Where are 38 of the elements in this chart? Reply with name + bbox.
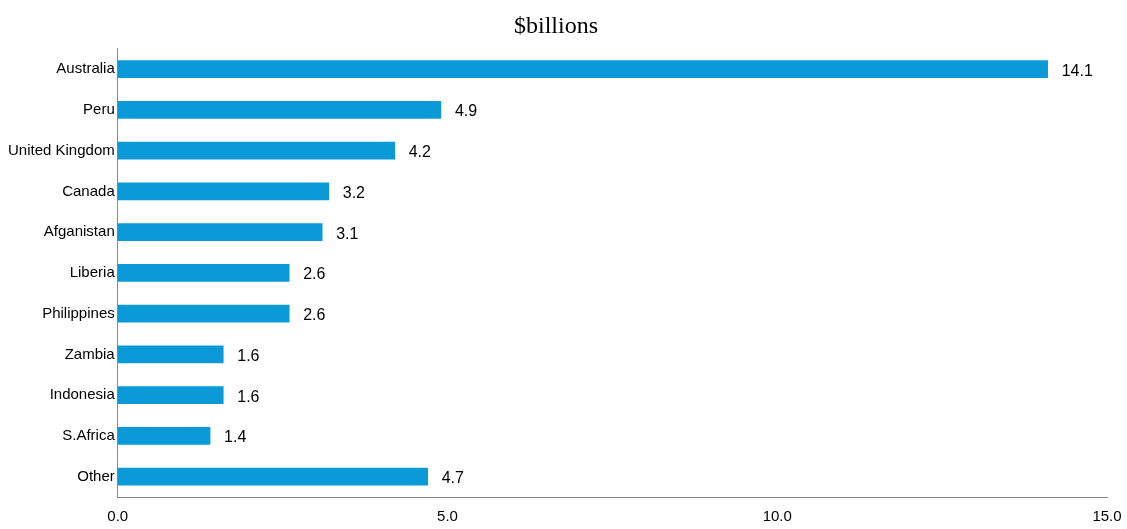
data-label: 1.4 (224, 428, 247, 446)
y-tick-label: Other (77, 466, 115, 484)
y-tick-label: Zambia (64, 344, 116, 362)
y-tick-label: Liberia (69, 263, 116, 281)
data-label: 2.6 (303, 265, 326, 283)
data-label: 1.6 (237, 346, 260, 364)
bar (117, 60, 1048, 78)
bar (117, 467, 429, 486)
data-label: 14.1 (1061, 61, 1093, 79)
bar (117, 223, 323, 241)
chart-title: $billions (513, 11, 599, 38)
y-tick-label: Australia (56, 59, 116, 77)
y-tick-label: Indonesia (49, 385, 116, 403)
data-label: 4.7 (441, 469, 465, 487)
x-tick-label: 0.0 (107, 507, 129, 525)
y-tick-label: S.Africa (62, 426, 116, 444)
bar (117, 101, 442, 119)
data-label: 2.6 (303, 306, 326, 324)
bar (117, 264, 290, 282)
x-tick-label: 5.0 (437, 507, 458, 525)
data-label: 3.2 (342, 183, 366, 201)
y-tick-label: Peru (83, 100, 115, 118)
y-tick-label: Canada (62, 181, 116, 199)
data-label: 3.1 (336, 224, 359, 242)
bar (117, 182, 330, 201)
data-label: 4.9 (454, 102, 478, 120)
data-label: 1.6 (237, 387, 260, 405)
bar (117, 427, 211, 445)
y-tick-label: Philippines (42, 303, 115, 321)
y-tick-label: Afganistan (43, 222, 115, 240)
x-tick-label: 10.0 (762, 507, 792, 525)
y-tick-label: United Kingdom (7, 140, 115, 158)
bar (117, 304, 290, 323)
bar (117, 386, 224, 404)
x-tick-label: 15.0 (1092, 507, 1122, 525)
data-label: 4.2 (408, 143, 432, 161)
bar (117, 345, 224, 364)
bar (117, 141, 396, 160)
